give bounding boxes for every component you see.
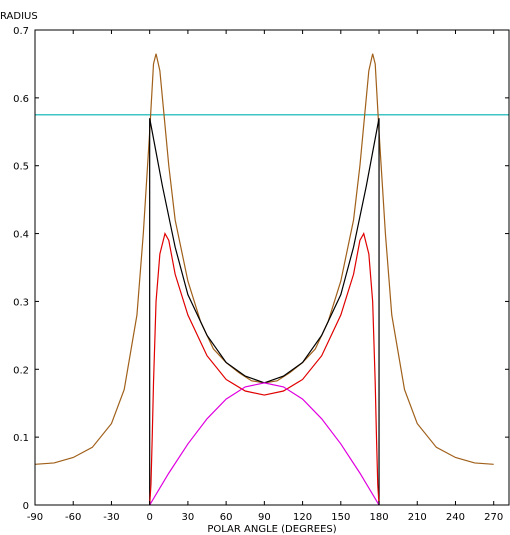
y-tick-label: 0.2	[13, 365, 29, 376]
x-tick-label: 30	[182, 512, 195, 523]
y-axis-label: RADIUS	[0, 11, 38, 22]
x-axis-label: POLAR ANGLE (DEGREES)	[207, 524, 336, 535]
y-tick-label: 0.6	[13, 94, 29, 105]
x-tick-label: 240	[446, 512, 465, 523]
x-tick-label: -90	[27, 512, 43, 523]
plot-frame	[34, 29, 510, 506]
y-tick-label: 0.7	[13, 26, 29, 37]
x-tick-label: -30	[103, 512, 119, 523]
plot-area	[35, 53, 509, 505]
y-tick-label: 0.4	[13, 230, 29, 241]
curve	[149, 231, 380, 505]
x-tick-label: 0	[146, 512, 152, 523]
x-tick-label: 270	[484, 512, 503, 523]
y-tick-label: 0.3	[13, 297, 29, 308]
curve	[149, 382, 380, 505]
curve	[149, 118, 380, 505]
y-tick-label: 0.5	[13, 162, 29, 173]
x-tick-label: 210	[408, 512, 427, 523]
x-tick-label: 180	[369, 512, 388, 523]
x-tick-label: 150	[331, 512, 350, 523]
y-tick-label: 0	[23, 501, 29, 512]
x-tick-label: 60	[220, 512, 233, 523]
x-tick-label: 120	[293, 512, 312, 523]
x-tick-label: 90	[258, 512, 271, 523]
y-tick-label: 0.1	[13, 433, 29, 444]
x-tick-label: -60	[65, 512, 81, 523]
